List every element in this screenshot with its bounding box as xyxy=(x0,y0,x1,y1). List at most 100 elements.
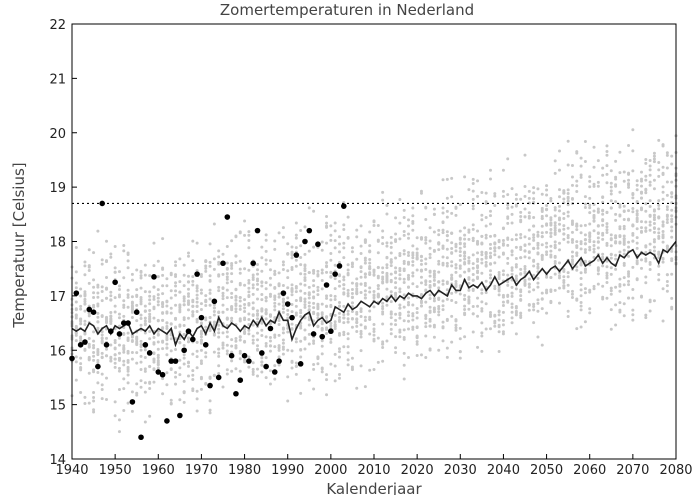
ensemble-dot xyxy=(221,303,225,307)
ensemble-dot xyxy=(355,324,359,328)
ensemble-dot xyxy=(148,381,152,385)
ensemble-dot xyxy=(545,222,549,226)
ensemble-dot xyxy=(225,335,229,339)
ensemble-dot xyxy=(579,294,583,298)
ensemble-dot xyxy=(303,264,307,268)
ensemble-dot xyxy=(609,233,613,237)
ensemble-dot xyxy=(394,270,398,274)
x-tick-label: 2040 xyxy=(487,463,520,478)
ensemble-dot xyxy=(195,304,199,308)
ensemble-dot xyxy=(415,253,419,257)
ensemble-dot xyxy=(445,238,449,242)
ensemble-dot xyxy=(532,197,536,201)
ensemble-dot xyxy=(381,305,385,309)
ensemble-dot xyxy=(372,322,376,326)
ensemble-dot xyxy=(174,260,178,264)
ensemble-dot xyxy=(540,192,544,196)
ensemble-dot xyxy=(286,242,290,246)
ensemble-dot xyxy=(130,304,134,308)
ensemble-dot xyxy=(618,227,622,231)
ensemble-dot xyxy=(312,209,316,213)
ensemble-dot xyxy=(592,165,596,169)
ensemble-dot xyxy=(87,314,91,318)
ensemble-dot xyxy=(644,257,648,261)
ensemble-dot xyxy=(618,277,622,281)
ensemble-dot xyxy=(441,282,445,286)
ensemble-dot xyxy=(618,241,622,245)
ensemble-dot xyxy=(488,256,492,260)
ensemble-dot xyxy=(350,301,354,305)
ensemble-dot xyxy=(152,295,156,299)
ensemble-dot xyxy=(545,245,549,249)
ensemble-dot xyxy=(251,367,255,371)
ensemble-dot xyxy=(536,233,540,237)
ensemble-dot xyxy=(148,329,152,333)
ensemble-dot xyxy=(463,304,467,308)
ensemble-dot xyxy=(281,331,285,335)
ensemble-dot xyxy=(238,281,242,285)
ensemble-dot xyxy=(156,356,160,360)
ensemble-dot xyxy=(570,289,574,293)
ensemble-dot xyxy=(627,245,631,249)
ensemble-dot xyxy=(307,304,311,308)
ensemble-dot xyxy=(415,285,419,289)
ensemble-dot xyxy=(312,341,316,345)
ensemble-dot xyxy=(402,328,406,332)
ensemble-dot xyxy=(346,215,350,219)
ensemble-dot xyxy=(79,317,83,321)
ensemble-dot xyxy=(135,335,139,339)
ensemble-dot xyxy=(627,270,631,274)
ensemble-dot xyxy=(601,196,605,200)
ensemble-dot xyxy=(307,318,311,322)
ensemble-dot xyxy=(247,365,251,369)
ensemble-dot xyxy=(316,304,320,308)
ensemble-dot xyxy=(105,296,109,300)
ensemble-dot xyxy=(273,333,277,337)
ensemble-dot xyxy=(243,302,247,306)
ensemble-dot xyxy=(264,262,268,266)
ensemble-dot xyxy=(553,240,557,244)
observed-point xyxy=(215,374,222,381)
ensemble-dot xyxy=(113,357,117,361)
ensemble-dot xyxy=(493,242,497,246)
ensemble-dot xyxy=(398,335,402,339)
ensemble-dot xyxy=(549,221,553,225)
ensemble-dot xyxy=(540,235,544,239)
ensemble-dot xyxy=(286,316,290,320)
ensemble-dot xyxy=(225,296,229,300)
ensemble-dot xyxy=(105,319,109,323)
ensemble-dot xyxy=(307,206,311,210)
ensemble-dot xyxy=(424,334,428,338)
ensemble-dot xyxy=(618,171,622,175)
ensemble-dot xyxy=(514,287,518,291)
ensemble-dot xyxy=(303,297,307,301)
ensemble-dot xyxy=(264,308,268,312)
ensemble-dot xyxy=(139,339,143,343)
ensemble-dot xyxy=(212,320,216,324)
ensemble-dot xyxy=(238,307,242,311)
ensemble-dot xyxy=(398,269,402,273)
ensemble-dot xyxy=(627,296,631,300)
ensemble-dot xyxy=(186,274,190,278)
ensemble-dot xyxy=(501,243,505,247)
ensemble-dot xyxy=(601,284,605,288)
ensemble-dot xyxy=(583,291,587,295)
ensemble-dot xyxy=(174,289,178,293)
ensemble-dot xyxy=(230,291,234,295)
ensemble-dot xyxy=(376,251,380,255)
ensemble-dot xyxy=(174,317,178,321)
ensemble-dot xyxy=(458,246,462,250)
ensemble-dot xyxy=(575,224,579,228)
ensemble-dot xyxy=(644,209,648,213)
ensemble-dot xyxy=(273,335,277,339)
observed-point xyxy=(120,320,127,326)
ensemble-dot xyxy=(290,283,294,287)
ensemble-dot xyxy=(670,249,674,253)
ensemble-dot xyxy=(273,239,277,243)
ensemble-dot xyxy=(519,298,523,302)
ensemble-dot xyxy=(117,293,121,297)
observed-point xyxy=(73,290,80,296)
ensemble-dot xyxy=(204,382,208,386)
ensemble-dot xyxy=(497,349,501,353)
ensemble-dot xyxy=(614,285,618,289)
